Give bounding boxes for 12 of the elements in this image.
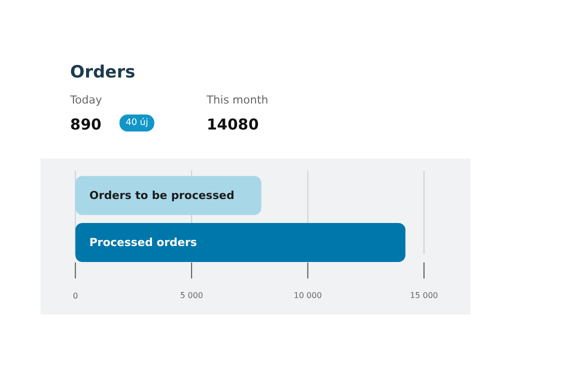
text: 14080: [206, 116, 259, 134]
text: 890: [70, 116, 102, 134]
x-tick-label: 5 000: [180, 291, 204, 300]
x-tick-label: 15 000: [410, 291, 438, 300]
x-tick-label: 0: [72, 292, 78, 300]
text: Today: [69, 94, 102, 106]
text: 40 új: [126, 117, 148, 128]
chart-title: Orders: [70, 62, 136, 82]
x-tick-label: 10 000: [294, 291, 322, 300]
text: This month: [206, 94, 268, 106]
y-tick-label: Processed orders: [89, 236, 198, 249]
y-tick-label: Orders to be processed: [89, 189, 234, 202]
